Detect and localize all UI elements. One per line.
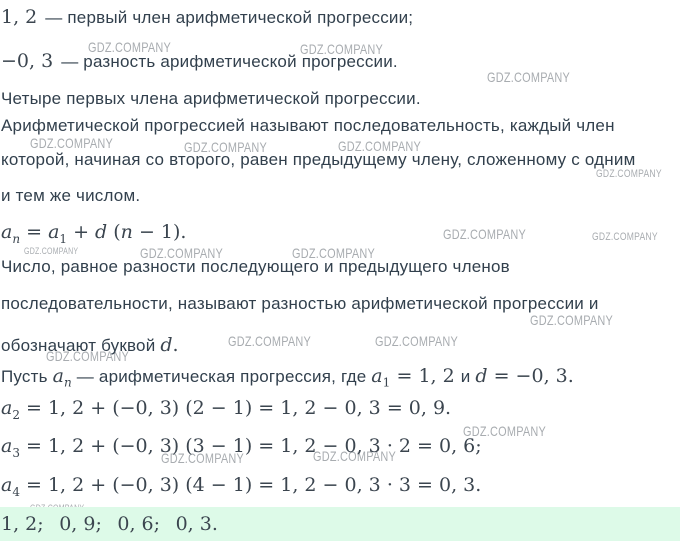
watermark: GDZ.COMPANY: [161, 450, 245, 466]
watermark: GDZ.COMPANY: [596, 168, 662, 180]
line-text: и: [460, 367, 476, 386]
math-subscript: 1: [382, 375, 391, 390]
definition-line-3: и тем же числом.: [1, 184, 140, 208]
definition-line-1: Арифметической прогрессией называют посл…: [1, 114, 615, 138]
watermark: GDZ.COMPANY: [487, 69, 571, 85]
line-text: Пусть: [1, 367, 53, 386]
equation-a3: a3 = 1, 2 + (−0, 3) (3 − 1) = 1, 2 − 0, …: [1, 434, 482, 460]
line-text: — разность арифметической прогрессии.: [61, 52, 398, 71]
difference-definition-line-1: Число, равное разности последующего и пр…: [1, 255, 510, 279]
answer-values: 1, 2; 0, 9; 0, 6; 0, 3.: [1, 513, 218, 535]
watermark: GDZ.COMPANY: [184, 139, 268, 155]
math-var: a: [371, 365, 383, 387]
answer-highlight: [0, 507, 680, 541]
watermark: GDZ.COMPANY: [300, 41, 384, 57]
statement-line-first-term: 1, 2 — первый член арифметической прогрес…: [1, 5, 413, 30]
math-value: 1, 2: [1, 6, 38, 28]
watermark: GDZ.COMPANY: [30, 135, 114, 151]
difference-definition-line-2: последовательности, называют разностью а…: [1, 292, 599, 316]
watermark: GDZ.COMPANY: [24, 246, 79, 256]
math-expression: = 1, 2 + (−0, 3) (4 − 1) = 1, 2 − 0, 3 ·…: [19, 474, 482, 496]
math-subscript: n: [63, 375, 72, 390]
math-subscript: n: [12, 231, 21, 246]
math-subscript: 1: [59, 231, 68, 246]
math-subscript: 2: [12, 407, 20, 422]
math-subscript: 4: [12, 484, 20, 499]
equation-a4: a4 = 1, 2 + (−0, 3) (4 − 1) = 1, 2 − 0, …: [1, 473, 482, 499]
line-text: которой, начиная со второго, равен преды…: [1, 150, 636, 169]
math-subscript: 3: [12, 445, 20, 460]
math-value: −0, 3: [1, 50, 54, 72]
math-var: a: [52, 365, 64, 387]
math-expression: = 1, 2 + (−0, 3) (2 − 1) = 1, 2 − 0, 3 =…: [19, 397, 452, 419]
watermark: GDZ.COMPANY: [338, 138, 422, 154]
watermark: GDZ.COMPANY: [140, 245, 224, 261]
math-op: − 1).: [132, 221, 187, 243]
math-op: (: [107, 221, 121, 243]
watermark: GDZ.COMPANY: [313, 448, 397, 464]
task-line: Четыре первых члена арифметической прогр…: [1, 87, 421, 111]
watermark: GDZ.COMPANY: [88, 39, 172, 55]
line-text: обозначают буквой: [1, 336, 161, 355]
line-text: последовательности, называют разностью а…: [1, 294, 599, 313]
math-var: a: [1, 397, 13, 419]
math-var: n: [120, 221, 133, 243]
statement-line-difference: −0, 3 — разность арифметической прогресси…: [1, 49, 398, 74]
line-text: — арифметическая прогрессия, где: [71, 367, 372, 386]
math-expression: = 1, 2 + (−0, 3) (3 − 1) = 1, 2 − 0, 3 ·…: [19, 435, 482, 457]
math-var: a: [1, 435, 13, 457]
math-value: = 1, 2: [390, 365, 461, 387]
line-text: Четыре первых члена арифметической прогр…: [1, 89, 421, 108]
line-text: — первый член арифметической прогрессии;: [45, 8, 414, 27]
line-text: и тем же числом.: [1, 186, 141, 205]
math-var: a: [48, 221, 60, 243]
math-op: .: [172, 334, 179, 356]
formula-general-term: an = a1 + d (n − 1).: [1, 220, 187, 246]
definition-line-2: которой, начиная со второго, равен преды…: [1, 148, 635, 172]
watermark: GDZ.COMPANY: [292, 245, 376, 261]
watermark: GDZ.COMPANY: [530, 312, 614, 328]
answer-line: 1, 2; 0, 9; 0, 6; 0, 3.: [1, 512, 218, 536]
math-op: +: [67, 221, 96, 243]
watermark: GDZ.COMPANY: [443, 226, 527, 242]
math-var: d: [95, 221, 108, 243]
equation-a2: a2 = 1, 2 + (−0, 3) (2 − 1) = 1, 2 − 0, …: [1, 396, 452, 422]
watermark: GDZ.COMPANY: [375, 333, 459, 349]
math-var: d: [160, 334, 173, 356]
math-var: d: [475, 365, 488, 387]
difference-definition-line-3: обозначают буквой d.: [1, 333, 179, 358]
line-text: Число, равное разности последующего и пр…: [1, 257, 510, 276]
math-var: a: [1, 474, 13, 496]
line-text: Арифметической прогрессией называют посл…: [1, 116, 615, 135]
math-op: =: [20, 221, 49, 243]
watermark: GDZ.COMPANY: [463, 423, 547, 439]
math-value: = −0, 3.: [487, 365, 574, 387]
math-var: a: [1, 221, 13, 243]
setup-line: Пусть an — арифметическая прогрессия, гд…: [1, 364, 574, 389]
watermark: GDZ.COMPANY: [592, 231, 658, 243]
watermark: GDZ.COMPANY: [46, 348, 130, 364]
watermark: GDZ.COMPANY: [228, 333, 312, 349]
